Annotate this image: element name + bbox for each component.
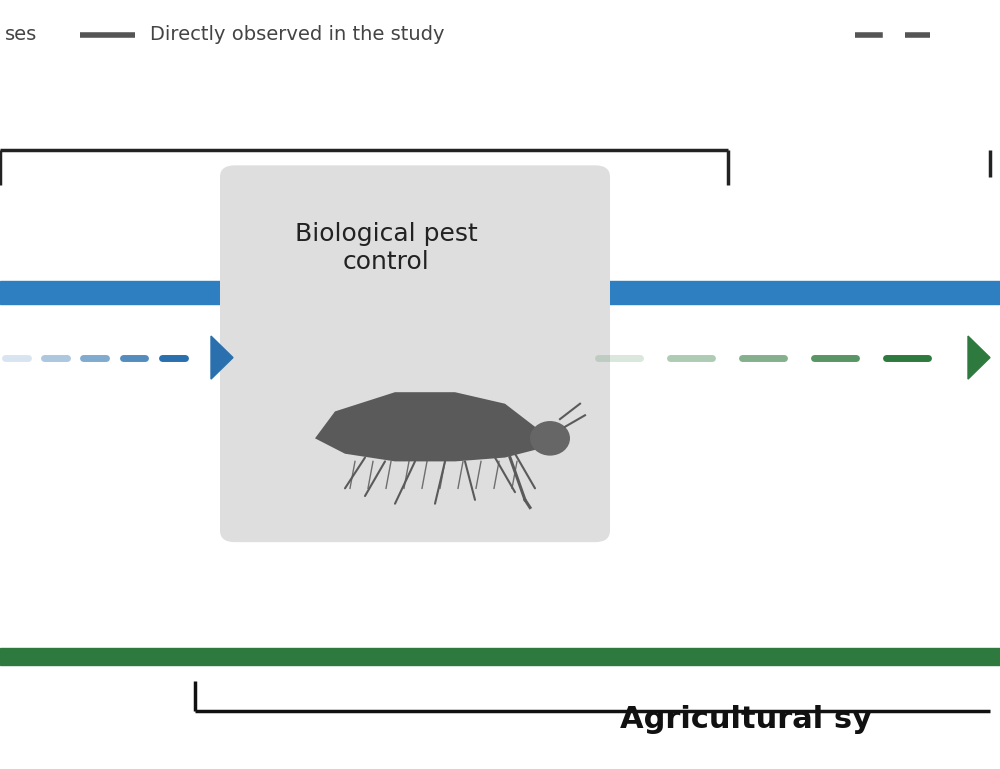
FancyBboxPatch shape [220,165,610,542]
Text: Biological pest
control: Biological pest control [295,221,478,274]
Polygon shape [211,336,233,379]
Bar [0,281,1000,304]
Polygon shape [968,336,990,379]
Polygon shape [315,392,535,461]
Text: Directly observed in the study: Directly observed in the study [150,25,444,44]
Text: ses: ses [5,25,37,44]
Text: Agricultural sy: Agricultural sy [620,704,872,734]
Ellipse shape [530,421,570,455]
Bar [0,648,1000,665]
